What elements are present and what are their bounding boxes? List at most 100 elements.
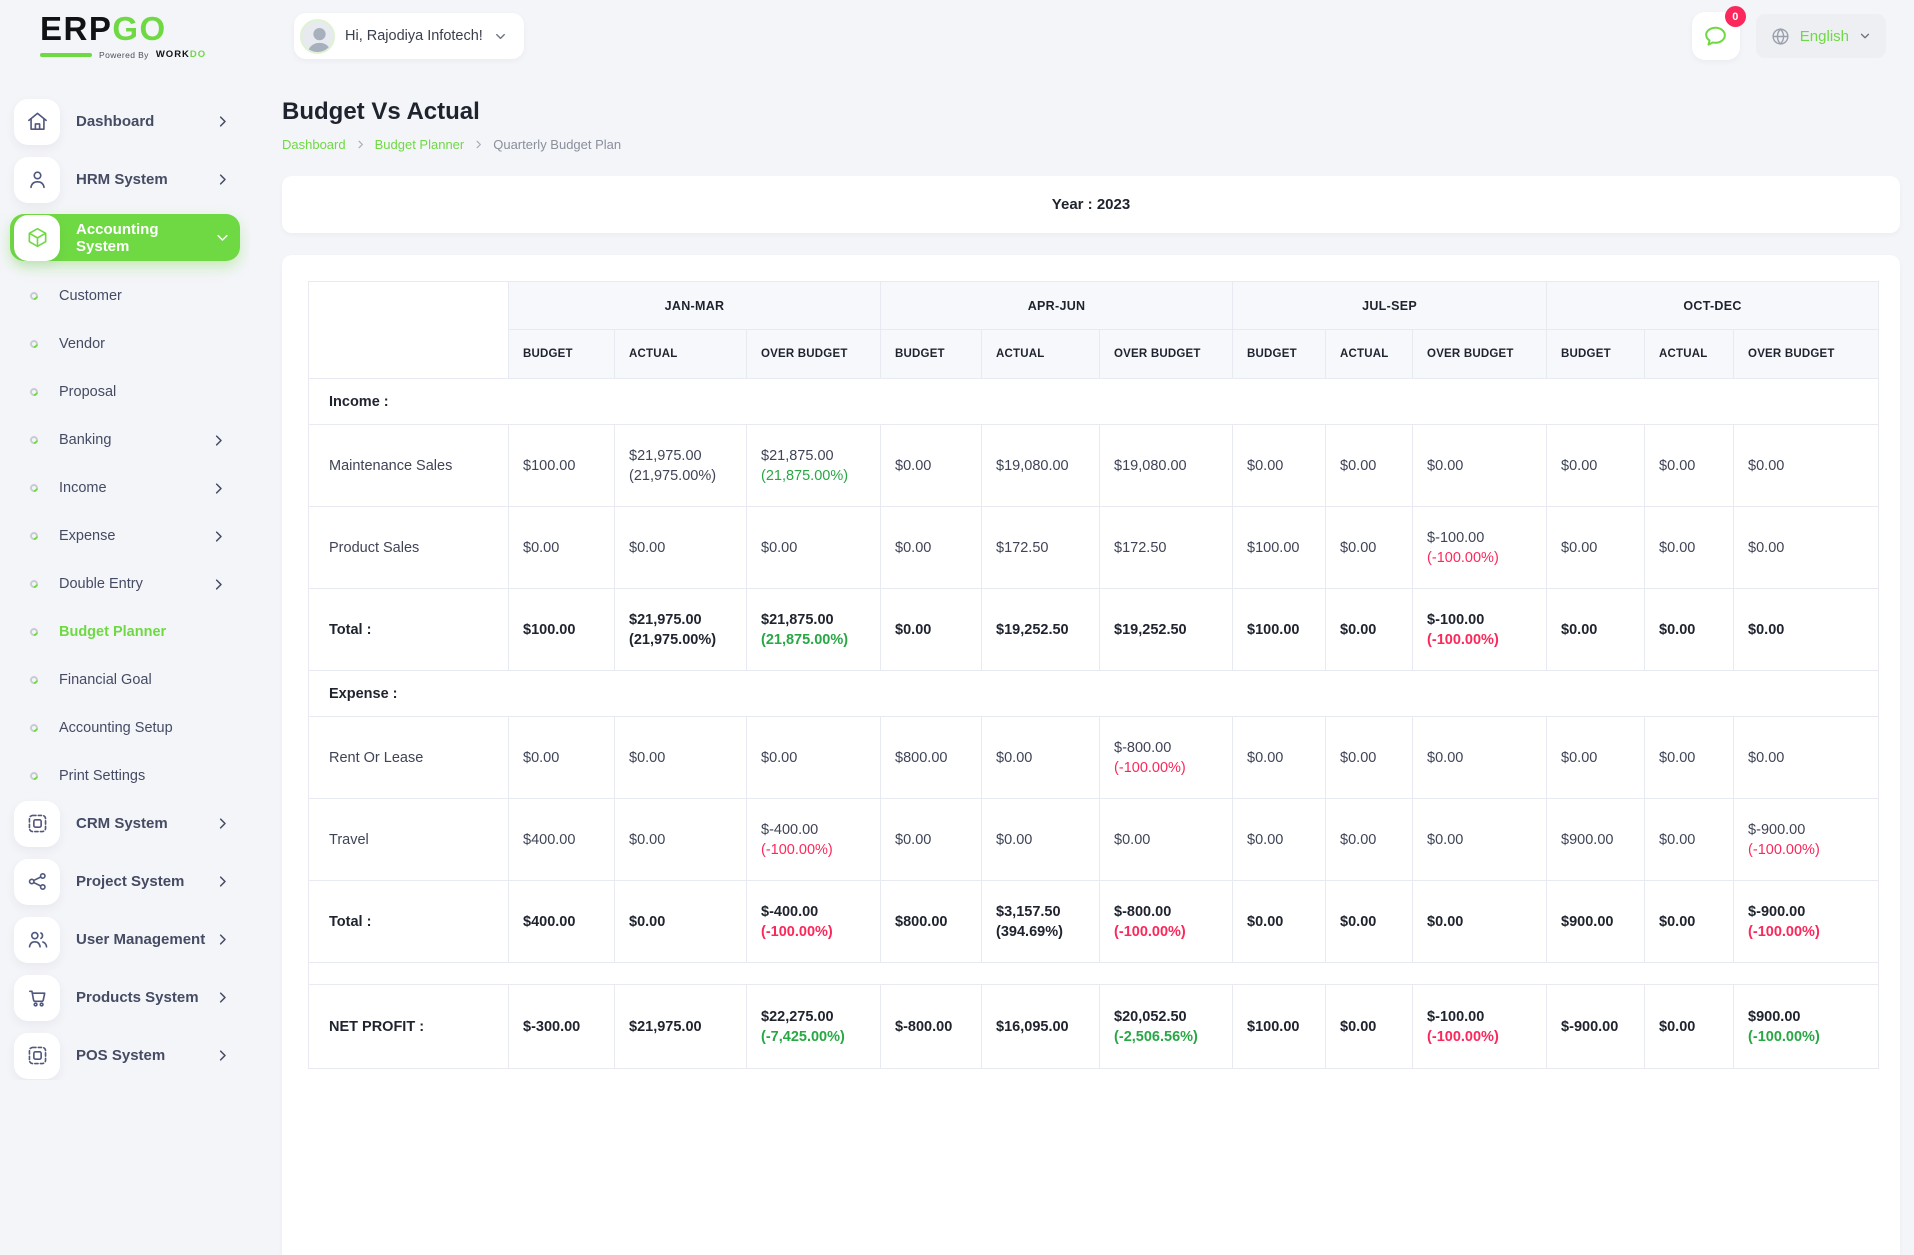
cell-value: $100.00 [523, 458, 575, 474]
cell-value: $100.00 [523, 622, 575, 638]
table-row-total: Total : $100.00 $21,975.00(21,975.00%)$21,… [309, 589, 1879, 671]
sidebar-item-accounting-setup[interactable]: Accounting Setup [0, 704, 250, 752]
cell-value: $-300.00 [523, 1019, 580, 1035]
topbar-actions: 0 English [1692, 12, 1914, 60]
breadcrumb-item-dashboard[interactable]: Dashboard [282, 137, 346, 152]
chevron-right-icon [215, 1048, 230, 1063]
table-cell: $21,975.00(21,975.00%) [615, 589, 747, 671]
table-cell: $0.00 [747, 507, 881, 589]
cell-percent: (-100.00%) [761, 924, 874, 940]
sidebar-item-crm-system[interactable]: CRM System [10, 800, 240, 847]
sidebar-item-financial-goal[interactable]: Financial Goal [0, 656, 250, 704]
table-cell: $100.00 [1233, 985, 1326, 1069]
logo-go: GO [112, 10, 166, 47]
table-cell: $19,252.50 [982, 589, 1100, 671]
cell-value: $0.00 [1659, 832, 1695, 848]
sidebar-item-label: User Management [76, 931, 215, 948]
top-bar: ERPGO Powered By WORKDO Hi, Rajodiya Inf… [0, 0, 1914, 72]
table-cell: $0.00 [1326, 507, 1413, 589]
column-header-apr-jun-over-budget: OVER BUDGET [1100, 330, 1233, 379]
table-cell: $400.00 [509, 881, 615, 963]
chevron-down-icon [1858, 29, 1872, 43]
row-label: Total : [309, 881, 509, 963]
breadcrumb-item-budget-planner[interactable]: Budget Planner [375, 137, 465, 152]
table-cell: $0.00 [1645, 589, 1734, 671]
cell-value: $22,275.00 [761, 1009, 834, 1025]
table-cell: $0.00 [1734, 717, 1879, 799]
cell-value: $0.00 [1340, 914, 1376, 930]
sidebar-item-double-entry[interactable]: Double Entry [0, 560, 250, 608]
powered-by-text: Powered By [99, 50, 149, 60]
cell-value: $0.00 [523, 750, 559, 766]
breadcrumb-sep-icon [473, 139, 484, 150]
sidebar-item-accounting-system[interactable]: Accounting System [10, 214, 240, 261]
table-cell: $0.00 [1547, 589, 1645, 671]
cell-percent: (-2,506.56%) [1114, 1029, 1226, 1045]
table-cell: $0.00 [1233, 425, 1326, 507]
sidebar-item-budget-planner[interactable]: Budget Planner [0, 608, 250, 656]
cell-value: $0.00 [629, 914, 665, 930]
sidebar-item-print-settings[interactable]: Print Settings [0, 752, 250, 800]
users-icon [14, 917, 60, 963]
cell-percent: (-100.00%) [1114, 924, 1226, 940]
sidebar-item-label: Vendor [59, 336, 226, 352]
cell-value: $0.00 [1748, 622, 1784, 638]
sidebar-item-vendor[interactable]: Vendor [0, 320, 250, 368]
sidebar-item-customer[interactable]: Customer [0, 272, 250, 320]
cell-value: $0.00 [1561, 458, 1597, 474]
sidebar-item-expense[interactable]: Expense [0, 512, 250, 560]
cell-percent: (-100.00%) [1427, 1029, 1540, 1045]
table-cell: $0.00 [1547, 717, 1645, 799]
user-menu[interactable]: Hi, Rajodiya Infotech! [294, 13, 524, 59]
table-cell: $19,080.00 [1100, 425, 1233, 507]
table-cell: $0.00 [1326, 717, 1413, 799]
cell-percent: (21,975.00%) [629, 632, 740, 648]
sidebar-item-income[interactable]: Income [0, 464, 250, 512]
table-cell: $0.00 [1326, 985, 1413, 1069]
sidebar-item-pos-system[interactable]: POS System [10, 1032, 240, 1079]
table-cell: $900.00 [1547, 881, 1645, 963]
crm-icon [14, 801, 60, 847]
language-selector[interactable]: English [1756, 14, 1886, 58]
cell-value: $800.00 [895, 914, 947, 930]
sidebar-item-proposal[interactable]: Proposal [0, 368, 250, 416]
sidebar-item-project-system[interactable]: Project System [10, 858, 240, 905]
sidebar-item-products-system[interactable]: Products System [10, 974, 240, 1021]
pos-icon [14, 1033, 60, 1079]
row-label: Total : [309, 589, 509, 671]
cell-value: $0.00 [629, 832, 665, 848]
cell-value: $19,252.50 [996, 622, 1069, 638]
bullet-icon [28, 338, 39, 349]
column-header-apr-jun-actual: ACTUAL [982, 330, 1100, 379]
sidebar-item-label: Financial Goal [59, 672, 226, 688]
sidebar-item-user-management[interactable]: User Management [10, 916, 240, 963]
sidebar-item-banking[interactable]: Banking [0, 416, 250, 464]
sidebar-item-label: Income [59, 480, 211, 496]
table-corner-cell [309, 282, 509, 379]
table-cell: $0.00 [1645, 507, 1734, 589]
cell-value: $0.00 [1340, 622, 1376, 638]
chat-button[interactable]: 0 [1692, 12, 1740, 60]
cell-value: $-800.00 [895, 1019, 952, 1035]
cell-value: $-100.00 [1427, 612, 1484, 628]
table-cell: $-900.00 [1547, 985, 1645, 1069]
sidebar-item-hrm-system[interactable]: HRM System [10, 156, 240, 203]
table-cell: $-100.00(-100.00%) [1413, 589, 1547, 671]
table-cell: $21,875.00(21,875.00%) [747, 589, 881, 671]
cell-value: $0.00 [523, 540, 559, 556]
sidebar-item-label: Project System [76, 873, 215, 890]
cell-percent: (21,875.00%) [761, 632, 874, 648]
cell-value: $20,052.50 [1114, 1009, 1187, 1025]
workdo-brand: WORKDO [156, 49, 206, 60]
cell-value: $100.00 [1247, 622, 1299, 638]
cell-value: $0.00 [1561, 750, 1597, 766]
logo-underline [40, 53, 92, 57]
bullet-icon [28, 722, 39, 733]
table-cell: $21,975.00(21,975.00%) [615, 425, 747, 507]
sidebar-item-dashboard[interactable]: Dashboard [10, 98, 240, 145]
table-cell: $3,157.50(394.69%) [982, 881, 1100, 963]
